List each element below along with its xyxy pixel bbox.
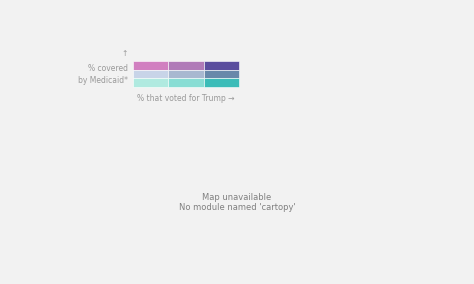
Bar xyxy=(168,70,204,78)
Text: % that voted for Trump →: % that voted for Trump → xyxy=(137,94,235,103)
Bar xyxy=(133,70,168,78)
Bar xyxy=(168,78,204,87)
Text: ↑: ↑ xyxy=(122,49,128,58)
Text: % covered
by Medicaid*: % covered by Medicaid* xyxy=(78,64,128,85)
Text: Map unavailable
No module named 'cartopy': Map unavailable No module named 'cartopy… xyxy=(179,193,295,212)
Bar xyxy=(133,61,168,70)
Bar xyxy=(168,61,204,70)
Bar xyxy=(133,78,168,87)
Bar xyxy=(204,61,239,70)
Bar xyxy=(204,78,239,87)
Bar xyxy=(204,70,239,78)
